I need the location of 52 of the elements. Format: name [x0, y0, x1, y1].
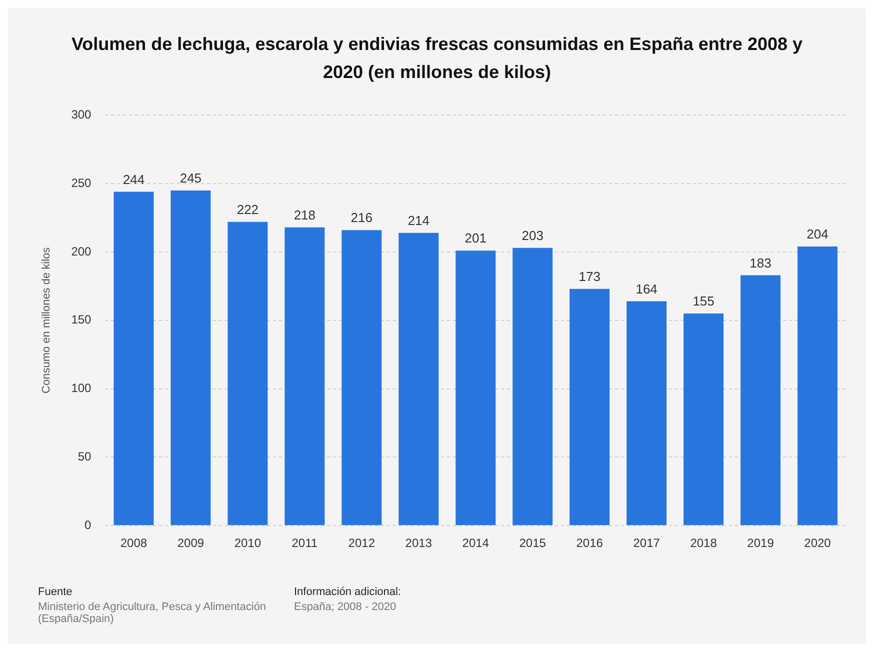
data-label: 164 [636, 281, 658, 296]
data-label: 244 [122, 172, 145, 187]
y-tick-label: 0 [84, 518, 92, 532]
x-tick-label: 2016 [576, 536, 604, 550]
data-label: 216 [350, 210, 372, 226]
x-tick-label: 2009 [177, 536, 204, 550]
bar [284, 227, 325, 526]
data-label: 245 [180, 170, 202, 186]
y-axis-title: Consumo en millones de kilos [40, 246, 53, 394]
data-label: 218 [294, 207, 316, 222]
bar [512, 248, 553, 526]
bar [570, 288, 610, 526]
bar [626, 301, 667, 526]
bar [170, 190, 211, 526]
x-tick-label: 2020 [804, 536, 832, 550]
bar [684, 314, 724, 526]
text: Ministerio de Agricultura, Pesca y Alimentación (España/Spain) [38, 601, 268, 625]
data-label: 214 [408, 212, 430, 228]
x-tick-label: 2011 [292, 536, 318, 550]
y-tick-label: 100 [71, 381, 92, 396]
data-label: 155 [692, 294, 714, 309]
data-label: 203 [522, 228, 544, 243]
x-tick-label: 2013 [405, 536, 432, 550]
bar [342, 230, 382, 526]
bar [228, 222, 268, 526]
data-label: 204 [806, 226, 828, 242]
x-tick-label: 2014 [462, 536, 490, 550]
chart-title: Volumen de lechuga, escarola y endivias frescas consumidas en España entre 2008 y 2020 (en millones de kilos) [70, 33, 804, 84]
text: Información adicional: [294, 586, 402, 598]
x-tick-label: 2019 [747, 536, 774, 550]
x-tick-label: 2017 [633, 536, 660, 550]
bar [114, 192, 154, 526]
bar [740, 275, 781, 526]
data-label: 183 [750, 255, 772, 270]
data-label: 173 [578, 269, 600, 284]
x-tick-label: 2018 [690, 536, 718, 550]
y-tick-label: 200 [71, 244, 92, 258]
x-tick-label: 2010 [234, 536, 262, 550]
data-label: 201 [464, 230, 486, 246]
y-tick-label: 300 [71, 108, 92, 122]
x-tick-label: 2008 [120, 536, 148, 550]
text: Fuente [38, 586, 74, 598]
bar [456, 250, 496, 526]
x-tick-label: 2012 [348, 536, 376, 550]
bar [798, 246, 838, 526]
y-tick-label: 150 [71, 312, 92, 327]
bar [398, 232, 439, 526]
y-tick-label: 250 [71, 176, 92, 190]
y-tick-label: 50 [78, 450, 92, 464]
text: España; 2008 - 2020 [294, 601, 398, 613]
x-tick-label: 2015 [519, 536, 546, 550]
data-label: 222 [236, 202, 259, 217]
